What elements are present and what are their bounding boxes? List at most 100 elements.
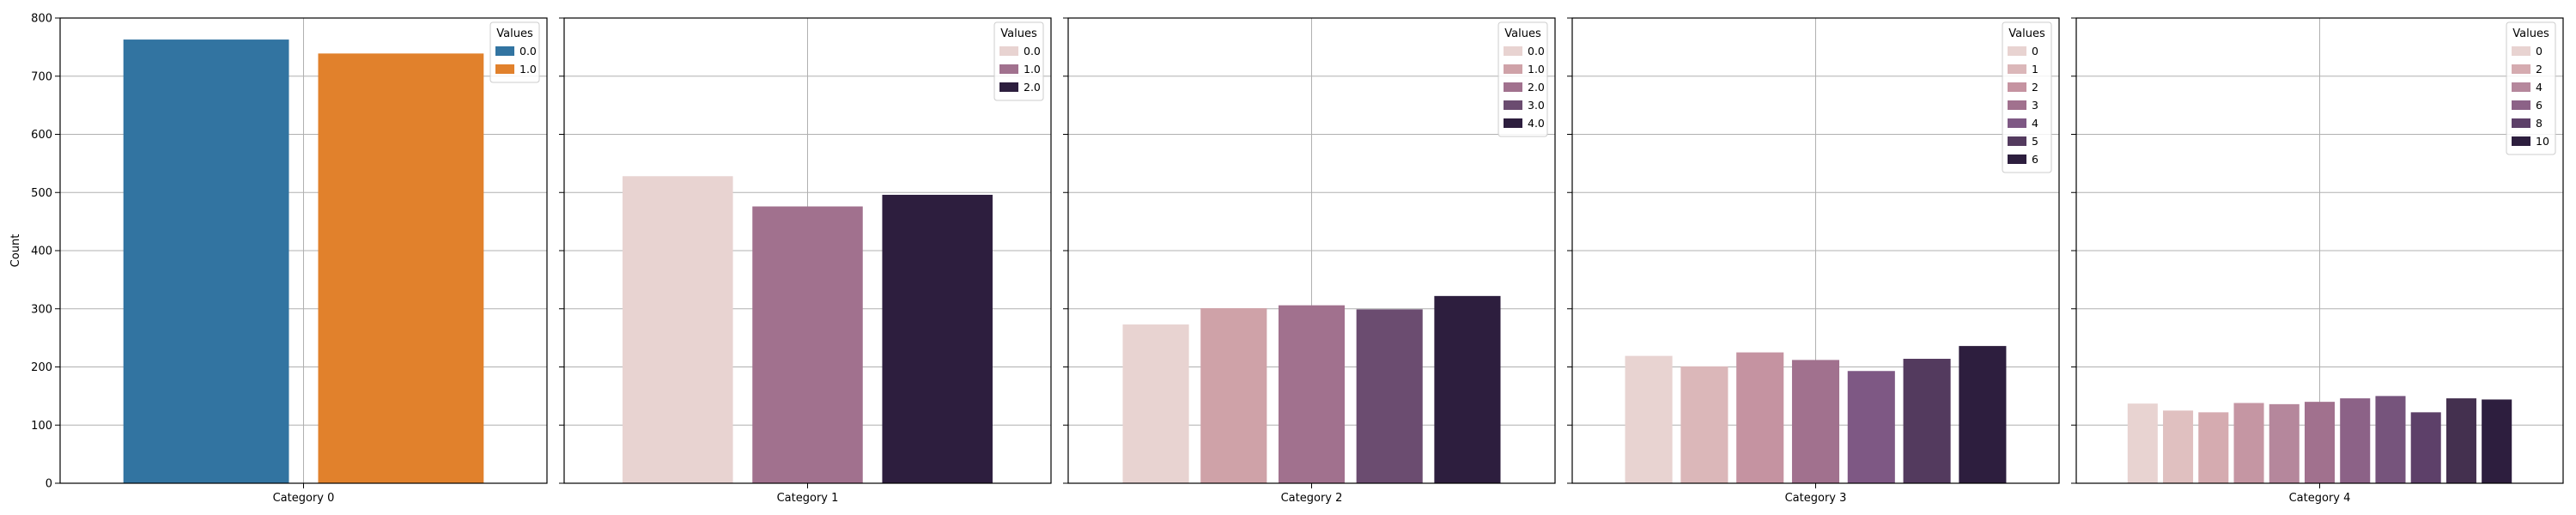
legend-title: Values [496,27,533,40]
bar-1 [1680,367,1728,483]
legend-swatch-4 [2512,82,2530,92]
bar-1.0 [1200,308,1267,483]
bar-1 [2163,410,2193,483]
bar-3 [2234,403,2264,483]
bar-4 [1848,371,1895,483]
legend-swatch-2.0 [1504,82,1522,92]
legend-label-2: 2 [2536,63,2543,76]
bar-3 [1792,360,1839,483]
legend-label-1.0: 1.0 [519,63,537,76]
panel-3: Category 3 Values 0 1 2 3 4 5 6 [1567,18,2059,505]
panel-1: Category 1 Values 0.0 1.0 2.0 [559,18,1051,505]
legend-title: Values [1504,27,1541,40]
legend-swatch-2 [2008,82,2026,92]
legend-label-0.0: 0.0 [519,45,537,58]
bar-2 [2198,412,2228,483]
panel-4: Category 4 Values 0 2 4 6 8 10 [2071,18,2563,505]
legend-label-6: 6 [2032,153,2038,166]
legend-label-0.0: 0.0 [1024,45,1041,58]
y-tick-label: 100 [31,420,52,433]
legend-label-0: 0 [2536,45,2543,58]
legend-label-0: 0 [2032,45,2038,58]
bar-6 [1959,346,2006,483]
legend-title: Values [2008,27,2045,40]
bar-9 [2446,398,2476,483]
legend-title: Values [1000,27,1037,40]
x-tick-label: Category 0 [273,492,335,505]
legend-swatch-0.0 [1504,46,1522,56]
bar-0.0 [1123,324,1189,483]
legend-label-4.0: 4.0 [1528,117,1545,130]
y-tick-label: 600 [31,129,52,142]
legend-swatch-8 [2512,118,2530,128]
bar-3.0 [1357,309,1423,483]
legend-label-6: 6 [2536,99,2543,112]
bar-0 [2128,403,2158,483]
legend: Values 0.0 1.0 2.0 [994,22,1043,100]
legend-swatch-3 [2008,100,2026,110]
legend: Values 0 2 4 6 8 10 [2506,22,2555,154]
bar-8 [2411,412,2441,483]
y-tick-label: 400 [31,245,52,258]
bar-0 [1625,356,1673,483]
legend-swatch-6 [2008,154,2026,164]
bar-4 [2269,404,2300,483]
legend-swatch-0 [2008,46,2026,56]
legend-swatch-1 [2008,64,2026,74]
legend-label-2.0: 2.0 [1528,81,1545,94]
legend-title: Values [2512,27,2549,40]
legend: Values 0.0 1.0 2.0 3.0 4.0 [1498,22,1547,136]
legend-swatch-3.0 [1504,100,1522,110]
legend-label-1.0: 1.0 [1024,63,1041,76]
legend-swatch-1.0 [1504,64,1522,74]
legend-swatch-2.0 [999,82,1018,92]
legend-swatch-1.0 [495,64,514,74]
y-tick-label: 200 [31,361,52,374]
bar-1.0 [319,53,484,483]
x-tick-label: Category 3 [1785,492,1847,505]
bar-0.0 [124,39,289,483]
legend-label-0.0: 0.0 [1528,45,1545,58]
legend-swatch-1.0 [999,64,1018,74]
bar-5 [1904,359,1951,483]
legend: Values 0 1 2 3 4 5 6 [2002,22,2051,173]
legend-box [2002,22,2051,173]
bar-6 [2340,398,2370,483]
y-tick-label: 700 [31,70,52,83]
bar-0.0 [623,176,733,483]
y-tick-label: 800 [31,13,52,26]
x-tick-label: Category 4 [2289,492,2351,505]
legend-label-3.0: 3.0 [1528,99,1545,112]
bar-2.0 [1279,306,1345,483]
legend-swatch-5 [2008,136,2026,146]
bar-4.0 [1434,296,1500,483]
bar-1.0 [752,207,863,483]
y-tick-label: 0 [46,478,52,491]
y-tick-label: 300 [31,303,52,316]
legend-swatch-4 [2008,118,2026,128]
legend-label-5: 5 [2032,135,2038,148]
bar-2 [1736,353,1783,483]
x-tick-label: Category 1 [777,492,839,505]
x-tick-label: Category 2 [1281,492,1343,505]
bar-10 [2482,399,2512,483]
legend-swatch-6 [2512,100,2530,110]
legend: Values 0.0 1.0 [490,22,539,82]
bar-5 [2305,402,2335,483]
legend-label-2.0: 2.0 [1024,81,1041,94]
legend-swatch-0.0 [495,46,514,56]
legend-label-1: 1 [2032,63,2038,76]
bar-7 [2375,396,2405,483]
panel-0: 0 100 200 300 400 500 600 700 800 Category 0 Value… [31,13,547,506]
bar-2.0 [882,195,993,483]
y-tick-label: 500 [31,187,52,200]
legend-label-8: 8 [2536,117,2543,130]
legend-swatch-4.0 [1504,118,1522,128]
legend-label-3: 3 [2032,99,2038,112]
legend-label-10: 10 [2536,135,2549,148]
y-axis-label: Count [9,234,22,268]
legend-label-4: 4 [2536,81,2543,94]
legend-swatch-0 [2512,46,2530,56]
legend-swatch-10 [2512,136,2530,146]
